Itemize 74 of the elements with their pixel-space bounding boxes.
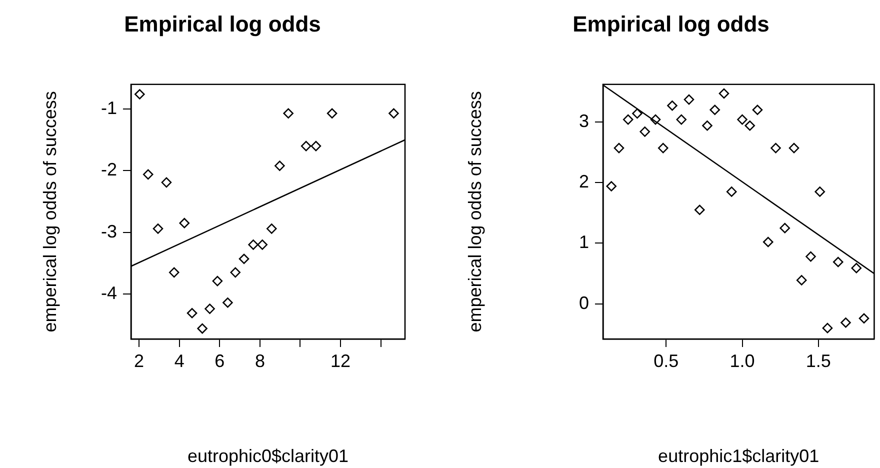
point bbox=[326, 108, 338, 119]
chart-title: Empirical log odds bbox=[572, 11, 770, 36]
point bbox=[248, 240, 258, 250]
point bbox=[832, 256, 844, 268]
point bbox=[640, 126, 650, 137]
point bbox=[283, 108, 294, 119]
x-tick-label: 8 bbox=[254, 350, 265, 371]
point bbox=[197, 323, 208, 334]
point bbox=[822, 322, 833, 334]
point bbox=[186, 308, 198, 318]
y-tick-label: -4 bbox=[100, 282, 117, 303]
point bbox=[840, 317, 851, 328]
point bbox=[814, 186, 826, 197]
y-axis-title: emperical log odds of success bbox=[464, 91, 485, 332]
point bbox=[702, 120, 712, 131]
y-tick-label: 3 bbox=[578, 110, 589, 131]
point bbox=[726, 186, 737, 197]
point bbox=[161, 177, 172, 188]
y-tick-label: 1 bbox=[578, 232, 589, 252]
x-tick-label: 12 bbox=[330, 350, 351, 371]
chart-title: Empirical log odds bbox=[124, 11, 321, 36]
point bbox=[606, 181, 617, 192]
point bbox=[718, 88, 730, 99]
point bbox=[168, 267, 180, 278]
x-tick-label: 4 bbox=[174, 350, 184, 371]
point bbox=[676, 114, 687, 125]
point bbox=[744, 120, 756, 131]
y-tick-label: 2 bbox=[578, 172, 589, 192]
point bbox=[152, 224, 164, 234]
point bbox=[796, 275, 807, 286]
point bbox=[658, 142, 668, 154]
y-axis-title: emperical log odds of success bbox=[40, 91, 60, 332]
point bbox=[230, 267, 241, 278]
point bbox=[204, 304, 215, 314]
point bbox=[858, 313, 870, 324]
point bbox=[266, 224, 277, 234]
point bbox=[650, 114, 661, 125]
point bbox=[310, 140, 322, 152]
point bbox=[762, 236, 774, 248]
point bbox=[212, 276, 223, 286]
point bbox=[788, 142, 800, 154]
point bbox=[752, 104, 763, 116]
x-tick-label: 1.5 bbox=[806, 350, 831, 371]
point bbox=[179, 218, 190, 228]
point bbox=[710, 104, 720, 116]
point bbox=[222, 297, 233, 308]
x-axis-title: eutrophic1$clarity01 bbox=[658, 446, 820, 466]
point bbox=[238, 254, 250, 264]
point bbox=[388, 108, 399, 119]
point bbox=[780, 222, 790, 234]
x-tick-label: 6 bbox=[214, 350, 225, 371]
x-tick-label: 0.5 bbox=[654, 350, 679, 371]
point bbox=[300, 140, 312, 152]
point bbox=[274, 160, 285, 171]
x-axis-title: eutrophic0$clarity01 bbox=[187, 446, 349, 466]
point bbox=[134, 89, 145, 100]
point bbox=[684, 94, 694, 105]
y-tick-label: -1 bbox=[100, 98, 117, 118]
point bbox=[667, 100, 678, 111]
point bbox=[614, 142, 624, 154]
point bbox=[257, 240, 268, 250]
point bbox=[806, 251, 816, 262]
point bbox=[142, 169, 154, 180]
point bbox=[770, 142, 781, 154]
y-tick-label: 0 bbox=[578, 292, 589, 313]
x-tick-label: 2 bbox=[134, 350, 144, 371]
point bbox=[622, 114, 634, 125]
point bbox=[851, 262, 862, 274]
x-tick-label: 1.0 bbox=[730, 350, 755, 371]
y-tick-label: -2 bbox=[100, 160, 117, 180]
point bbox=[632, 108, 642, 119]
y-tick-label: -3 bbox=[100, 221, 117, 242]
point bbox=[737, 114, 748, 125]
point bbox=[694, 204, 705, 216]
